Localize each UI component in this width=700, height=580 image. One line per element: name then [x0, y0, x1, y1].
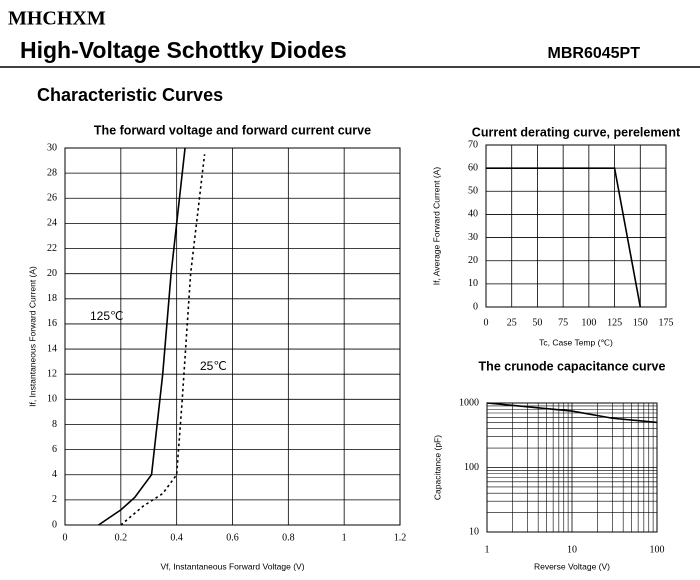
chart-title: Current derating curve, perelement	[472, 125, 681, 139]
y-tick-label: 14	[47, 343, 57, 354]
x-tick-label: 100	[650, 544, 665, 555]
y-tick-label: 10	[47, 394, 57, 405]
y-tick-label: 28	[47, 167, 57, 178]
x-tick-label: 0.2	[115, 532, 128, 543]
y-tick-label: 12	[47, 368, 57, 379]
x-tick-label: 150	[633, 317, 648, 328]
series-label: 125℃	[90, 309, 124, 323]
y-tick-label: 18	[47, 293, 57, 304]
logo: MHCHXM	[8, 8, 106, 30]
plot-frame	[486, 402, 658, 533]
x-tick-label: 125	[607, 317, 622, 328]
series-line	[486, 402, 658, 424]
x-tick-label: 10	[567, 544, 577, 555]
x-tick-label: 1.2	[394, 532, 407, 543]
chart-title: The crunode capacitance curve	[479, 359, 666, 373]
x-tick-label: 25	[507, 317, 517, 328]
y-tick-label: 20	[47, 268, 57, 279]
x-tick-label: 0	[63, 532, 68, 543]
y-tick-label: 30	[468, 232, 478, 243]
x-tick-label: 1	[342, 532, 347, 543]
part-number: MBR6045PT	[548, 45, 641, 62]
y-tick-label: 2	[52, 494, 57, 505]
y-tick-label: 4	[52, 469, 57, 480]
series-line	[120, 154, 206, 526]
y-axis-label: If, Average Forward Current (A)	[431, 167, 441, 286]
y-axis-label: If, Instantaneous Forward Current (A)	[27, 266, 37, 407]
y-tick-label: 24	[47, 218, 57, 229]
y-tick-label: 50	[468, 186, 478, 197]
y-tick-label: 100	[464, 462, 479, 473]
x-tick-label: 0.8	[282, 532, 295, 543]
series-line	[98, 147, 186, 526]
page-title: High-Voltage Schottky Diodes	[20, 37, 347, 63]
x-tick-label: 0.6	[226, 532, 239, 543]
x-tick-label: 100	[581, 317, 596, 328]
x-tick-label: 1	[485, 544, 490, 555]
x-axis-label: Tc, Case Temp (℃)	[539, 337, 613, 347]
y-tick-label: 40	[468, 209, 478, 220]
y-tick-label: 1000	[459, 397, 479, 408]
y-tick-label: 8	[52, 419, 57, 430]
y-tick-label: 22	[47, 243, 57, 254]
y-tick-label: 10	[468, 278, 478, 289]
section-title: Characteristic Curves	[37, 85, 223, 105]
x-axis-label: Vf, Instantaneous Forward Voltage (V)	[160, 561, 304, 571]
y-tick-label: 70	[468, 139, 478, 150]
y-tick-label: 20	[468, 255, 478, 266]
y-tick-label: 0	[473, 301, 478, 312]
chart-title: The forward voltage and forward current …	[94, 123, 371, 137]
x-tick-label: 175	[659, 317, 674, 328]
y-tick-label: 30	[47, 142, 57, 153]
x-tick-label: 0	[484, 317, 489, 328]
y-axis-label: Capacitance (pF)	[432, 435, 442, 500]
y-tick-label: 16	[47, 318, 57, 329]
y-tick-label: 26	[47, 193, 57, 204]
series-line	[486, 167, 642, 308]
plot-frame	[64, 147, 401, 526]
x-tick-label: 75	[558, 317, 568, 328]
plot-frame	[485, 144, 667, 308]
x-tick-label: 50	[532, 317, 542, 328]
y-tick-label: 60	[468, 162, 478, 173]
y-tick-label: 10	[469, 526, 479, 537]
y-tick-label: 6	[52, 444, 57, 455]
series-label: 25℃	[200, 359, 227, 373]
x-axis-label: Reverse Voltage (V)	[534, 561, 610, 571]
x-tick-label: 0.4	[170, 532, 183, 543]
y-tick-label: 0	[52, 519, 57, 530]
